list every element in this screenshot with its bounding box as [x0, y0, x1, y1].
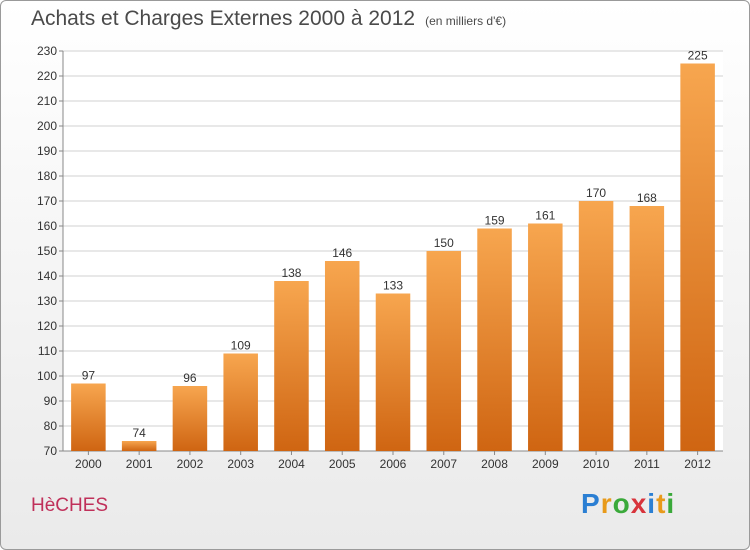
logo-letter: P	[581, 488, 601, 519]
data-label: 109	[231, 339, 251, 353]
y-tick-label: 110	[38, 344, 57, 358]
x-tick-label: 2010	[583, 457, 610, 471]
y-tick-label: 210	[37, 94, 57, 108]
x-tick-label: 2012	[684, 457, 711, 471]
data-label: 161	[535, 209, 555, 223]
y-tick-label: 160	[37, 219, 57, 233]
y-tick-label: 130	[37, 294, 57, 308]
bar	[223, 353, 258, 451]
data-label: 138	[281, 266, 301, 280]
logo-letter: x	[630, 488, 648, 519]
data-label: 168	[637, 191, 657, 205]
x-tick-label: 2002	[177, 457, 204, 471]
bar	[172, 386, 208, 451]
bar	[528, 223, 563, 451]
logo-letter: r	[600, 488, 613, 519]
y-tick-label: 170	[37, 194, 57, 208]
x-tick-label: 2011	[634, 457, 660, 471]
logo-letter: i	[666, 488, 676, 519]
bar	[71, 383, 106, 451]
logo-letter: i	[647, 488, 657, 519]
data-label: 159	[485, 214, 505, 228]
x-tick-label: 2004	[278, 457, 305, 471]
data-label: 133	[383, 279, 403, 293]
x-tick-label: 2005	[329, 457, 356, 471]
y-tick-label: 230	[37, 44, 57, 58]
y-tick-label: 120	[37, 319, 57, 333]
bar	[121, 441, 157, 451]
bar	[324, 261, 360, 451]
bar	[477, 228, 512, 451]
logo-letter: t	[656, 488, 667, 519]
y-tick-label: 90	[44, 394, 58, 408]
chart-title-block: Achats et Charges Externes 2000 à 2012 (e…	[31, 7, 506, 31]
data-label: 170	[586, 186, 606, 200]
bar	[426, 251, 462, 451]
y-tick-label: 150	[37, 244, 57, 258]
data-label: 225	[688, 49, 708, 63]
bar	[680, 63, 715, 451]
y-tick-label: 70	[44, 444, 58, 458]
bar	[375, 293, 411, 451]
city-name: HèCHES	[31, 495, 109, 516]
proxiti-logo: Proxiti	[581, 488, 675, 520]
data-label: 146	[332, 246, 352, 260]
x-tick-label: 2008	[481, 457, 508, 471]
y-tick-label: 180	[37, 169, 57, 183]
chart-title: Achats et Charges Externes 2000 à 2012	[31, 7, 416, 30]
logo-letter: o	[612, 488, 631, 519]
bar	[274, 281, 309, 451]
x-tick-label: 2001	[126, 457, 153, 471]
bar	[629, 206, 665, 451]
y-tick-label: 220	[37, 69, 57, 83]
y-tick-label: 100	[37, 369, 57, 383]
data-label: 97	[82, 369, 96, 383]
x-tick-label: 2006	[380, 457, 407, 471]
x-tick-label: 2007	[430, 457, 457, 471]
bar	[578, 201, 614, 451]
y-tick-label: 140	[37, 269, 57, 283]
data-label: 74	[132, 426, 146, 440]
y-tick-label: 80	[44, 419, 58, 433]
data-label: 96	[183, 371, 197, 385]
x-tick-label: 2003	[227, 457, 254, 471]
x-tick-label: 2009	[532, 457, 559, 471]
x-tick-label: 2000	[75, 457, 102, 471]
data-label: 150	[434, 236, 454, 250]
chart-subtitle: (en milliers d'€)	[425, 14, 507, 28]
y-tick-label: 190	[37, 144, 57, 158]
y-tick-label: 200	[37, 119, 57, 133]
